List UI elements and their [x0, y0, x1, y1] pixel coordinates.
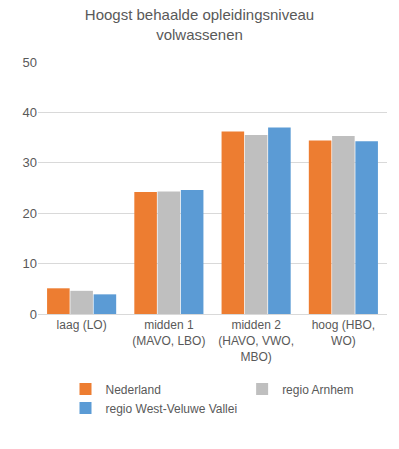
svg-text:laag (LO): laag (LO)	[57, 318, 107, 332]
svg-text:40: 40	[23, 105, 37, 120]
svg-text:hoog (HBO,WO): hoog (HBO,WO)	[312, 318, 375, 348]
svg-text:Nederland: Nederland	[106, 383, 161, 397]
svg-text:Hoogst behaalde opleidingsnive: Hoogst behaalde opleidingsniveauvolwasse…	[85, 6, 314, 43]
svg-text:regio Arnhem: regio Arnhem	[282, 383, 353, 397]
svg-text:0: 0	[30, 307, 37, 322]
svg-text:midden 1(MAVO, LBO): midden 1(MAVO, LBO)	[132, 318, 205, 348]
svg-text:30: 30	[23, 155, 37, 170]
svg-text:20: 20	[23, 206, 37, 221]
svg-text:10: 10	[23, 256, 37, 271]
svg-text:50: 50	[23, 55, 37, 70]
svg-text:midden 2(HAVO, VWO,MBO): midden 2(HAVO, VWO,MBO)	[218, 318, 294, 363]
svg-text:regio West-Veluwe Vallei: regio West-Veluwe Vallei	[106, 402, 238, 416]
